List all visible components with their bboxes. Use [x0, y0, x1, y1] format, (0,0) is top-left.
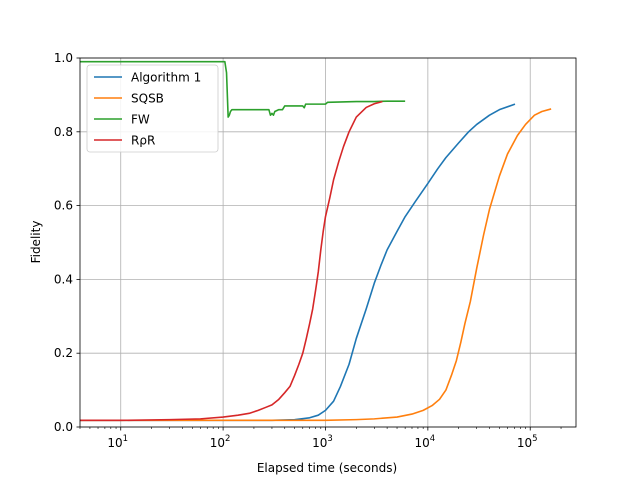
- x-tick-exponent: 4: [430, 434, 435, 444]
- y-axis-ticks: 0.0 0.2 0.4 0.6 0.8 1.0: [54, 51, 80, 434]
- y-tick-label: 0.4: [54, 272, 73, 286]
- y-tick-label: 0.0: [54, 420, 73, 434]
- series-line-sqsb: [80, 108, 552, 422]
- legend-label: Algorithm 1: [131, 71, 201, 85]
- x-tick-exponent: 5: [532, 434, 537, 444]
- x-tick-label: 104: [415, 434, 436, 450]
- y-tick-label: 0.2: [54, 346, 73, 360]
- x-tick-exponent: 3: [327, 434, 332, 444]
- x-tick-base: 10: [517, 436, 532, 450]
- x-tick-label: 103: [312, 434, 333, 450]
- legend-label: SQSB: [131, 92, 164, 106]
- x-tick-base: 10: [210, 436, 225, 450]
- y-axis-label: Fidelity: [29, 221, 43, 264]
- series-layer: [80, 60, 552, 422]
- x-tick-label: 101: [107, 434, 128, 450]
- x-tick-label: 102: [210, 434, 231, 450]
- legend-box: [86, 64, 219, 153]
- series-line-algorithm-1: [80, 103, 516, 422]
- series-line-fw: [80, 60, 406, 118]
- x-tick-base: 10: [312, 436, 327, 450]
- x-tick-label: 105: [517, 434, 538, 450]
- legend-label: RρR: [131, 134, 155, 148]
- x-tick-base: 10: [415, 436, 430, 450]
- x-tick-exponent: 1: [123, 434, 128, 444]
- x-axis-ticks: 101 102 103 104 105: [79, 427, 562, 450]
- x-tick-base: 10: [107, 436, 122, 450]
- x-axis-label: Elapsed time (seconds): [257, 461, 397, 475]
- legend: Algorithm 1 SQSB FW RρR: [86, 64, 219, 153]
- x-tick-exponent: 2: [225, 434, 230, 444]
- y-tick-label: 1.0: [54, 51, 73, 65]
- y-tick-label: 0.8: [54, 125, 73, 139]
- series-line-r-r: [80, 100, 383, 422]
- y-tick-label: 0.6: [54, 199, 73, 213]
- legend-label: FW: [131, 113, 150, 127]
- plot-frame: [79, 57, 577, 428]
